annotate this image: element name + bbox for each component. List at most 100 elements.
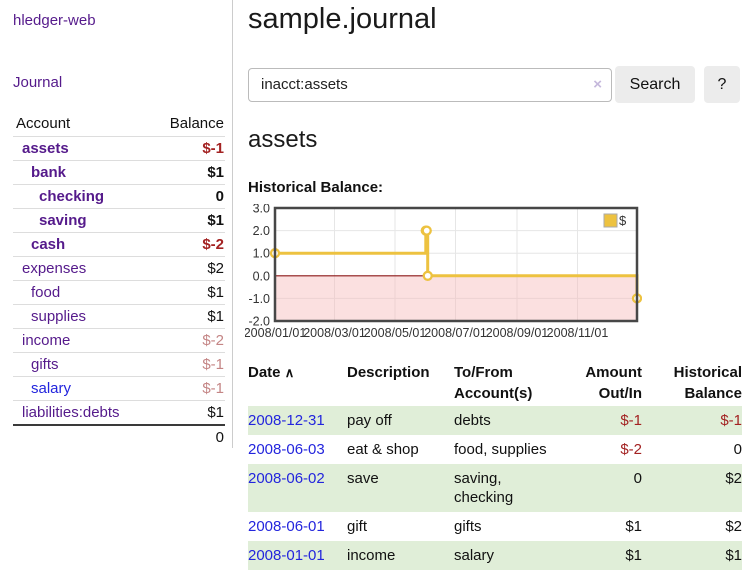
svg-text:-1.0: -1.0 <box>248 292 270 306</box>
account-balance: $1 <box>150 400 225 426</box>
svg-text:2008/11/01: 2008/11/01 <box>547 326 609 340</box>
transaction-balance: $2 <box>725 518 742 535</box>
transaction-amount: $-2 <box>620 441 642 458</box>
account-row: cash $-2 <box>13 232 225 257</box>
svg-text:2008/05/01: 2008/05/01 <box>364 326 427 340</box>
account-row: saving $1 <box>13 208 225 233</box>
account-balance: $-1 <box>150 352 225 377</box>
transaction-date-link[interactable]: 2008-06-02 <box>248 470 325 487</box>
account-link-liabilities-debts[interactable]: liabilities:debts <box>22 404 120 421</box>
column-header-accounts: To/From Account(s) <box>454 364 533 402</box>
account-row: assets $-1 <box>13 136 225 161</box>
transaction-balance: $-1 <box>720 412 742 429</box>
transaction-accounts: food, supplies <box>454 441 547 458</box>
transaction-date-link[interactable]: 2008-01-01 <box>248 547 325 564</box>
account-link-bank[interactable]: bank <box>31 164 67 181</box>
account-link-supplies[interactable]: supplies <box>31 308 87 325</box>
svg-text:3.0: 3.0 <box>253 204 270 216</box>
account-balance: $-2 <box>150 328 225 353</box>
account-heading: assets <box>248 126 318 153</box>
account-row: bank $1 <box>13 160 225 185</box>
account-balance: $1 <box>150 304 225 329</box>
transaction-balance: $1 <box>725 547 742 564</box>
account-link-saving[interactable]: saving <box>39 212 87 229</box>
account-row: expenses $2 <box>13 256 225 281</box>
account-row: gifts $-1 <box>13 352 225 377</box>
help-button[interactable]: ? <box>704 66 740 103</box>
column-header-amount: Amount Out/In <box>585 364 642 402</box>
account-balance: $1 <box>150 208 225 233</box>
transaction-description: income <box>347 547 396 564</box>
account-row: income $-2 <box>13 328 225 353</box>
sort-ascending-icon: ∧ <box>284 365 295 380</box>
transaction-description: eat & shop <box>347 441 419 458</box>
transaction-description: save <box>347 470 379 487</box>
register-table: Date ∧ Description To/From Account(s) Am… <box>248 360 742 570</box>
accounts-total-balance: 0 <box>150 424 225 449</box>
sidebar-item-journal[interactable]: Journal <box>13 74 63 91</box>
app-title-link[interactable]: hledger-web <box>13 12 96 29</box>
account-row: food $1 <box>13 280 225 305</box>
account-link-checking[interactable]: checking <box>39 188 105 205</box>
transaction-date-link[interactable]: 2008-06-03 <box>248 441 325 458</box>
historical-balance-chart[interactable]: 3.0 2.0 1.0 0.0 -1.0 -2.02008/01/012008/03/01… <box>245 204 642 344</box>
account-row: checking 0 <box>13 184 225 209</box>
register-row: 2008-06-03 eat & shop food, supplies $-2… <box>248 435 742 464</box>
transaction-accounts: debts <box>454 412 491 429</box>
svg-text:2008/09/01: 2008/09/01 <box>486 326 549 340</box>
register-row: 2008-01-01 income salary $1 $1 <box>248 541 742 570</box>
svg-text:$: $ <box>619 213 627 228</box>
search-input[interactable] <box>248 67 612 102</box>
account-row: salary $-1 <box>13 376 225 401</box>
transaction-accounts: salary <box>454 547 495 564</box>
transaction-amount: $1 <box>625 547 642 564</box>
transaction-description: gift <box>347 518 368 535</box>
accounts-table: Account Balance assets $-1 bank $1 checkin… <box>13 112 225 449</box>
account-link-assets[interactable]: assets <box>22 140 69 157</box>
search-row: × Search ? <box>248 66 742 103</box>
svg-text:2008/01/01: 2008/01/01 <box>245 326 306 340</box>
transaction-date-link[interactable]: 2008-06-01 <box>248 518 325 535</box>
svg-text:2008/07/01: 2008/07/01 <box>424 326 487 340</box>
chart-title: Historical Balance: <box>248 179 384 196</box>
column-header-description: Description <box>347 364 430 381</box>
account-balance: $2 <box>150 256 225 281</box>
account-balance: $-1 <box>150 136 225 161</box>
page-title: sample.journal <box>248 3 437 35</box>
svg-text:2008/03/01: 2008/03/01 <box>303 326 366 340</box>
register-row: 2008-06-01 gift gifts $1 $2 <box>248 512 742 541</box>
column-header-date[interactable]: Date ∧ <box>248 364 295 381</box>
accounts-header-account: Account <box>13 112 151 137</box>
account-link-food[interactable]: food <box>31 284 61 301</box>
clear-search-icon[interactable]: × <box>593 75 602 93</box>
account-link-salary[interactable]: salary <box>31 380 72 397</box>
account-row: liabilities:debts $1 <box>13 400 225 426</box>
account-link-cash[interactable]: cash <box>31 236 66 253</box>
transaction-amount: $-1 <box>620 412 642 429</box>
register-row: 2008-12-31 pay off debts $-1 $-1 <box>248 406 742 435</box>
svg-text:-2.0: -2.0 <box>248 315 270 329</box>
accounts-header-row: Account Balance <box>13 112 225 137</box>
accounts-header-balance: Balance <box>150 112 225 137</box>
main-content: sample.journal × Search ? assets Histori… <box>245 0 742 570</box>
transaction-date-link[interactable]: 2008-12-31 <box>248 412 325 429</box>
transaction-amount: 0 <box>633 470 642 487</box>
account-balance: $-1 <box>150 376 225 401</box>
transaction-accounts: saving, checking <box>454 470 514 506</box>
transaction-accounts: gifts <box>454 518 482 535</box>
account-link-gifts[interactable]: gifts <box>31 356 59 373</box>
column-header-balance: Historical Balance <box>673 364 742 402</box>
search-button[interactable]: Search <box>615 66 695 103</box>
account-link-income[interactable]: income <box>22 332 71 349</box>
account-balance: $1 <box>150 280 225 305</box>
transaction-balance: 0 <box>733 441 742 458</box>
svg-text:2.0: 2.0 <box>253 224 270 238</box>
transaction-description: pay off <box>347 412 392 429</box>
account-link-expenses[interactable]: expenses <box>22 260 87 277</box>
accounts-total-row: 0 <box>13 424 225 449</box>
transaction-amount: $1 <box>625 518 642 535</box>
svg-text:0.0: 0.0 <box>253 269 270 283</box>
sidebar: hledger-web Journal Account Balance asse… <box>0 0 232 449</box>
account-row: supplies $1 <box>13 304 225 329</box>
register-row: 2008-06-02 save saving, checking 0 $2 <box>248 464 742 512</box>
